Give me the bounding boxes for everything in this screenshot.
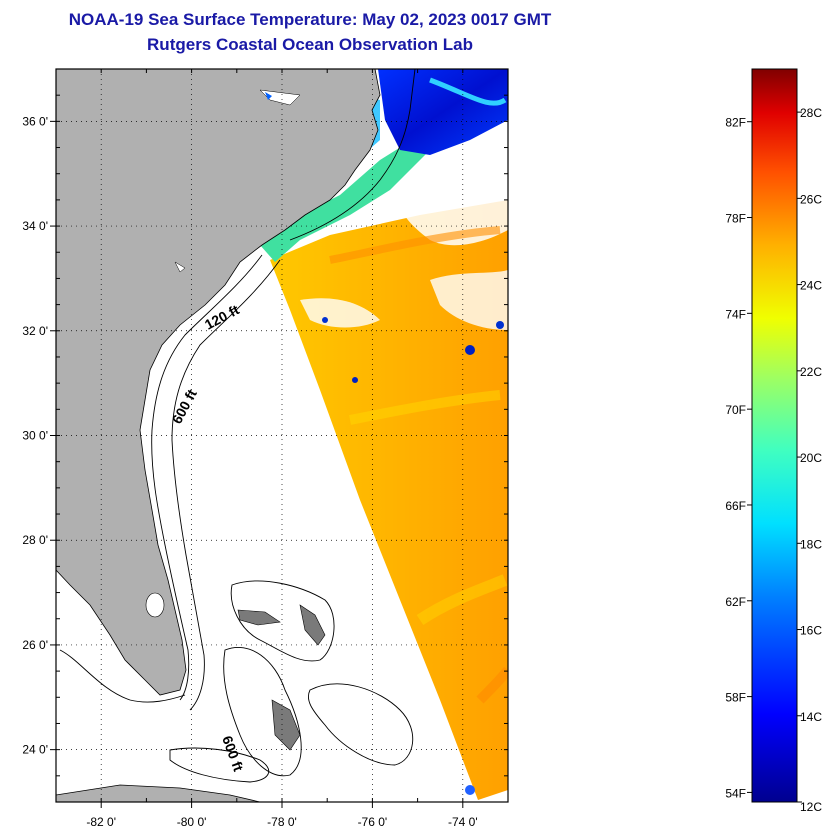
- land-cuba: [56, 784, 261, 802]
- cloud-gap: [399, 150, 508, 246]
- colorbar-label-f: 54F: [725, 786, 746, 800]
- colorbar-label-c: 16C: [800, 624, 822, 638]
- cloud-gap: [300, 298, 380, 328]
- tick-label-lon: -74 0': [448, 815, 478, 829]
- colorbar-label-f: 62F: [725, 595, 746, 609]
- colorbar-label-c: 20C: [800, 451, 822, 465]
- land-bahamas-grand: [237, 609, 281, 626]
- land-us-southeast: [56, 69, 381, 696]
- lake-okeechobee: [145, 592, 165, 618]
- colorbar-label-c: 26C: [800, 192, 822, 206]
- colorbar-label-c: 22C: [800, 365, 822, 379]
- tick-label-lon: -78 0': [267, 815, 297, 829]
- map-frame: [55, 68, 509, 803]
- sst-cold-eddy: [429, 77, 507, 106]
- colorbar: [751, 68, 798, 803]
- tick-label-lon: -80 0': [177, 815, 207, 829]
- tick-label-lon: -76 0': [358, 815, 388, 829]
- land-bahamas-andros: [271, 699, 301, 751]
- contour-fl-keys: [59, 649, 186, 703]
- map-axes: -82 0' -80 0' -78 0' -76 0' -74 0' 36 0' 34 0'…: [22, 68, 509, 829]
- colorbar-label-c: 12C: [800, 800, 822, 814]
- colorbar-label-c: 24C: [800, 279, 822, 293]
- contour-bahamas-bank-3: [307, 683, 414, 766]
- contour-600ft: [171, 259, 281, 711]
- map-grid: [56, 69, 508, 802]
- colorbar-label-c: 14C: [800, 710, 822, 724]
- colorbar-label-c: 28C: [800, 106, 822, 120]
- colorbar-label-f: 70F: [725, 403, 746, 417]
- contour-bahamas-bank-2: [223, 646, 302, 777]
- colorbar-label-c: 18C: [800, 537, 822, 551]
- contour-cuba-shelf: [169, 747, 270, 783]
- colorbar-label-f: 66F: [725, 499, 746, 513]
- tick-label-lat: 28 0': [22, 533, 48, 547]
- map-title: NOAA-19 Sea Surface Temperature: May 02,…: [68, 10, 552, 29]
- tick-label-lat: 36 0': [22, 114, 48, 128]
- colorbar-label-f: 58F: [725, 691, 746, 705]
- cloud-gap: [430, 270, 508, 330]
- tick-label-lat: 32 0': [22, 324, 48, 338]
- tick-label-lat: 30 0': [22, 429, 48, 443]
- tick-label-lat: 26 0': [22, 638, 48, 652]
- contour-bahamas-bank: [230, 580, 335, 662]
- contour-120ft: [151, 254, 263, 701]
- map-subtitle: Rutgers Coastal Ocean Observation Lab: [147, 35, 473, 54]
- sst-cold-north: [378, 69, 508, 155]
- sst-swath-warm: [270, 200, 508, 800]
- tick-label-lat: 34 0': [22, 219, 48, 233]
- colorbar-label-f: 82F: [725, 116, 746, 130]
- colorbar-label-f: 78F: [725, 212, 746, 226]
- tick-label-lon: -82 0': [86, 815, 116, 829]
- land-bahamas-abaco: [299, 604, 326, 646]
- colorbar-labels: 28C 26C 24C 22C 20C 18C 16C 14C 12C 82F 78F 74F 70F 6…: [725, 106, 822, 814]
- tick-label-lat: 24 0': [22, 743, 48, 757]
- contour-shelf-edge: [289, 69, 416, 241]
- colorbar-label-f: 74F: [725, 307, 746, 321]
